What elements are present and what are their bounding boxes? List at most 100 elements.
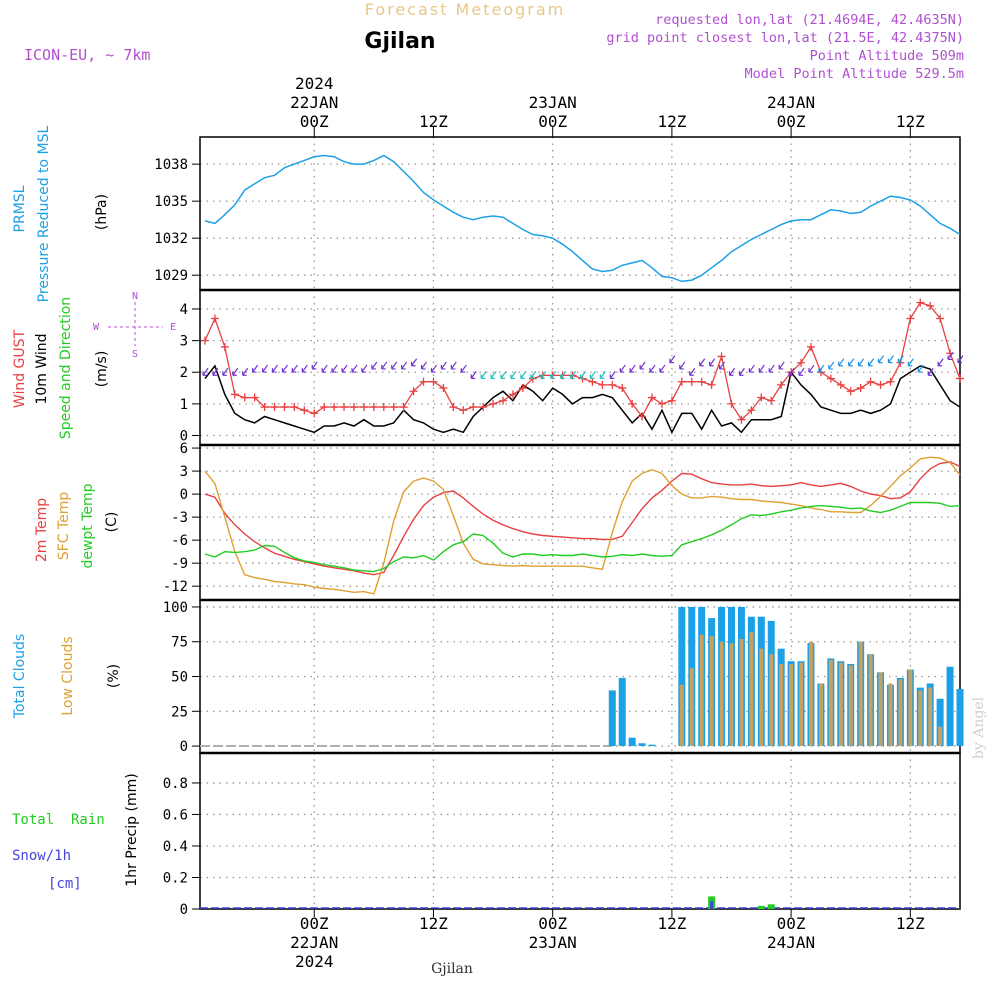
wind-direction-arrow <box>560 371 567 380</box>
gust-marker <box>518 384 527 393</box>
wind-direction-arrows <box>202 352 964 380</box>
gust-marker <box>687 377 696 386</box>
gust-marker <box>300 406 309 415</box>
total-cloud-bar <box>946 666 954 747</box>
top-time-label: 12Z <box>657 112 686 131</box>
total-cloud-bar <box>678 606 686 747</box>
low-cloud-bar <box>749 631 754 747</box>
dew-label: dewpt Temp <box>80 483 96 568</box>
temp-labels: 2m Temp SFC Temp dewpt Temp (C) <box>34 483 120 568</box>
snow-label: Snow/1h <box>12 848 71 864</box>
wind-direction-arrow <box>907 358 914 367</box>
t2m-line <box>204 461 961 576</box>
wind-direction-arrow <box>699 358 706 367</box>
gust-marker <box>886 377 895 386</box>
wind-direction-arrow <box>361 364 368 373</box>
gust-marker <box>359 403 368 412</box>
wind-direction-arrow <box>858 358 865 367</box>
gust-marker <box>349 403 358 412</box>
panel-5: 0 0.2 0.4 0.6 0.8 <box>163 752 961 918</box>
wind-direction-arrow <box>202 367 209 376</box>
gust-marker <box>220 342 229 351</box>
grid-point-coords: grid point closest lon,lat (21.5E, 42.43… <box>606 30 964 46</box>
gust-marker <box>260 403 269 412</box>
low-cloud-bar <box>818 683 823 747</box>
gust-marker <box>608 380 617 389</box>
wind-direction-arrow <box>679 361 686 370</box>
bottom-time-label: 00Z <box>777 914 806 933</box>
wind-direction-arrow <box>401 361 408 370</box>
rain-bar <box>767 904 775 909</box>
gust-marker <box>230 390 239 399</box>
gust-marker <box>876 380 885 389</box>
wind-direction-arrow <box>828 361 835 370</box>
t2m-label: 2m Temp <box>34 498 50 562</box>
y-tick-label: 6 <box>180 441 188 457</box>
gust-marker <box>777 380 786 389</box>
wind-direction-arrow <box>331 364 338 373</box>
low-cloud-bar <box>898 679 903 747</box>
gust-marker <box>409 387 418 396</box>
y-tick-label: 0 <box>180 739 188 755</box>
panel-2: 0 1 2 3 4 <box>180 289 961 446</box>
gust-marker <box>429 377 438 386</box>
wind-direction-arrow <box>341 364 348 373</box>
wind-direction-arrow <box>718 361 726 370</box>
wind-direction-arrow <box>530 371 537 380</box>
gust-marker <box>280 403 289 412</box>
gust-marker <box>340 403 349 412</box>
gust-marker <box>657 399 666 408</box>
wind-direction-arrow <box>758 364 765 373</box>
wind-labels: Wind GUST 10m Wind Speed and Direction (… <box>12 291 176 439</box>
gust-marker <box>866 377 875 386</box>
bottom-time-label: 12Z <box>657 914 686 933</box>
gust-marker <box>320 403 329 412</box>
total-cloud-bar <box>638 743 646 747</box>
wind-direction-arrow <box>500 371 507 380</box>
top-time-label: 00Z <box>777 112 806 131</box>
top-time-label: 12Z <box>896 112 925 131</box>
gust-marker <box>508 390 517 399</box>
location-title: Gjilan <box>364 29 435 54</box>
requested-coords: requested lon,lat (21.4694E, 42.4635N) <box>655 12 964 28</box>
total-cloud-bar <box>618 677 626 747</box>
wind-direction-arrow <box>212 367 219 376</box>
wind-direction-arrow <box>550 371 557 380</box>
wind-unit: (m/s) <box>94 351 110 388</box>
cm-label: [cm] <box>48 876 82 892</box>
wind-direction-arrow <box>520 371 527 380</box>
gust-marker <box>846 387 855 396</box>
top-time-label: 22JAN <box>290 93 338 112</box>
wind-direction-arrow <box>798 367 805 376</box>
gust-marker <box>916 298 925 307</box>
gust-marker <box>439 384 448 393</box>
wind-direction-arrow <box>450 361 457 370</box>
wind-direction-arrow <box>510 371 517 380</box>
wind-direction-arrow <box>540 371 547 380</box>
wind-direction-arrow <box>291 364 298 373</box>
wind-direction-arrow <box>381 361 388 370</box>
top-time-label: 24JAN <box>767 93 815 112</box>
low-cloud-bar <box>679 684 684 747</box>
wind-direction-arrow <box>877 355 885 364</box>
low-clouds-label: Low Clouds <box>60 636 76 715</box>
wind-direction-arrow <box>222 367 229 376</box>
gust-marker <box>330 403 339 412</box>
wind-direction-arrow <box>420 361 428 370</box>
y-tick-label: 0 <box>180 487 188 503</box>
bottom-time-label: 2024 <box>295 952 334 971</box>
bottom-time-label: 00Z <box>300 914 329 933</box>
low-cloud-bar <box>848 665 853 747</box>
wind-direction-arrow <box>778 361 785 370</box>
low-cloud-bar <box>938 726 943 747</box>
low-cloud-bar <box>689 668 694 747</box>
low-cloud-bar <box>719 641 724 747</box>
total-cloud-bar <box>648 744 656 747</box>
y-tick-label: 1038 <box>154 157 188 173</box>
gust-marker <box>906 314 915 323</box>
wind-direction-arrow <box>659 364 666 373</box>
gust-marker <box>588 377 597 386</box>
top-time-label: 00Z <box>300 112 329 131</box>
low-cloud-bar <box>729 643 734 747</box>
bottom-time-label: 23JAN <box>529 933 577 952</box>
